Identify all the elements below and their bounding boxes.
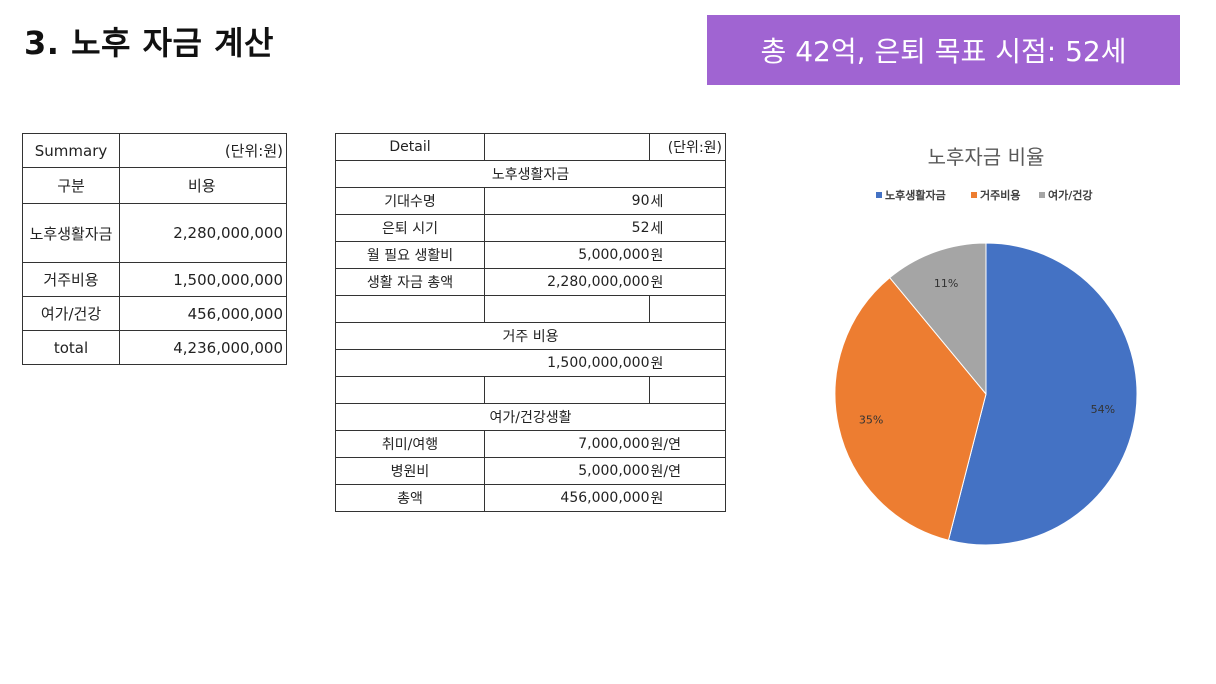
empty-cell [649, 295, 726, 323]
table-row: 여가/건강 456,000,000 [22, 296, 287, 331]
detail-row-label: 병원비 [335, 457, 485, 485]
detail-row-value: 90 [484, 187, 650, 215]
summary-row-value: 1,500,000,000 [119, 262, 287, 297]
page-title: 3. 노후 자금 계산 [24, 24, 274, 62]
legend-swatch [971, 192, 977, 198]
summary-row-value: 456,000,000 [119, 296, 287, 331]
summary-unit: (단위:원) [119, 133, 287, 168]
detail-row-value: 5,000,000 [484, 241, 650, 269]
pie-labels: 54% 35% 11% [859, 277, 1115, 427]
summary-row-value: 4,236,000,000 [119, 330, 287, 365]
summary-col-category: 구분 [22, 167, 120, 204]
chart-legend: 노후생활자금 거주비용 여가/건강 [876, 188, 1093, 202]
pie-data-label: 11% [934, 277, 958, 290]
pie-data-label: 35% [859, 414, 883, 427]
table-row: 취미/여행 7,000,000 원/연 [335, 430, 726, 458]
summary-col-cost: 비용 [119, 167, 287, 204]
detail-row-label: 총액 [335, 484, 485, 512]
pie-chart: 노후자금 비율 노후생활자금 거주비용 여가/건강 54% 35% 11% [834, 145, 1138, 546]
detail-housing-value: 1,500,000,000 [335, 349, 650, 377]
summary-row-label: total [22, 330, 120, 365]
table-row: 병원비 5,000,000 원/연 [335, 457, 726, 485]
detail-row-value: 52 [484, 214, 650, 242]
detail-housing-unit: 원 [649, 349, 726, 377]
summary-row-label: 여가/건강 [22, 296, 120, 331]
detail-header-label: Detail [335, 133, 485, 161]
table-row: total 4,236,000,000 [22, 330, 287, 365]
table-row: 월 필요 생활비 5,000,000 원 [335, 241, 726, 269]
legend-swatch [876, 192, 882, 198]
empty-cell [484, 376, 650, 404]
detail-unit: (단위:원) [649, 133, 726, 161]
summary-row-value: 2,280,000,000 [119, 203, 287, 263]
detail-row-unit: 원 [649, 484, 726, 512]
summary-table: Summary (단위:원) 구분 비용 노후생활자금 2,280,000,00… [22, 133, 287, 365]
legend-label: 노후생활자금 [885, 188, 946, 202]
table-row: 은퇴 시기 52 세 [335, 214, 726, 242]
table-row [335, 376, 726, 404]
detail-row-label: 생활 자금 총액 [335, 268, 485, 296]
detail-row-value: 2,280,000,000 [484, 268, 650, 296]
empty-cell [484, 295, 650, 323]
empty-cell [484, 133, 650, 161]
detail-row-unit: 원/연 [649, 430, 726, 458]
summary-row-label: 노후생활자금 [22, 203, 120, 263]
detail-row-value: 7,000,000 [484, 430, 650, 458]
detail-section-leisure-health: 여가/건강생활 [335, 403, 726, 431]
table-row [335, 295, 726, 323]
detail-section-housing: 거주 비용 [335, 322, 726, 350]
table-row: 기대수명 90 세 [335, 187, 726, 215]
empty-cell [335, 376, 485, 404]
detail-row-value: 456,000,000 [484, 484, 650, 512]
empty-cell [335, 295, 485, 323]
legend-label: 거주비용 [980, 188, 1020, 202]
pie-slice-3 [889, 242, 987, 396]
detail-row-label: 취미/여행 [335, 430, 485, 458]
detail-row-unit: 원 [649, 241, 726, 269]
detail-row-label: 은퇴 시기 [335, 214, 485, 242]
pie-slices [834, 242, 1138, 546]
detail-row-label: 기대수명 [335, 187, 485, 215]
detail-section-retirement-living: 노후생활자금 [335, 160, 726, 188]
table-row: 생활 자금 총액 2,280,000,000 원 [335, 268, 726, 296]
empty-cell [649, 376, 726, 404]
summary-row-label: 거주비용 [22, 262, 120, 297]
pie-slice-1 [947, 242, 1138, 546]
goal-banner: 총 42억, 은퇴 목표 시점: 52세 [707, 15, 1180, 85]
detail-table: Detail (단위:원) 노후생활자금 기대수명 90 세 은퇴 시기 52 … [335, 133, 726, 512]
summary-header-label: Summary [22, 133, 120, 168]
chart-title: 노후자금 비율 [928, 145, 1045, 169]
legend-swatch [1039, 192, 1045, 198]
detail-row-label: 월 필요 생활비 [335, 241, 485, 269]
detail-row-value: 5,000,000 [484, 457, 650, 485]
table-row: 총액 456,000,000 원 [335, 484, 726, 512]
table-row: 1,500,000,000 원 [335, 349, 726, 377]
pie-slice-2 [834, 276, 987, 541]
detail-row-unit: 세 [649, 214, 726, 242]
table-row: 거주비용 1,500,000,000 [22, 262, 287, 297]
detail-row-unit: 원 [649, 268, 726, 296]
pie-data-label: 54% [1091, 403, 1115, 416]
legend-label: 여가/건강 [1048, 188, 1093, 202]
table-row: 노후생활자금 2,280,000,000 [22, 203, 287, 263]
detail-row-unit: 세 [649, 187, 726, 215]
detail-row-unit: 원/연 [649, 457, 726, 485]
